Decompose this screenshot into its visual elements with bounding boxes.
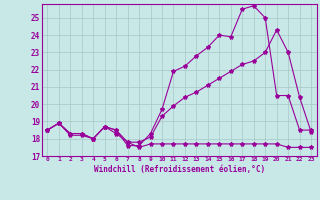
X-axis label: Windchill (Refroidissement éolien,°C): Windchill (Refroidissement éolien,°C): [94, 165, 265, 174]
